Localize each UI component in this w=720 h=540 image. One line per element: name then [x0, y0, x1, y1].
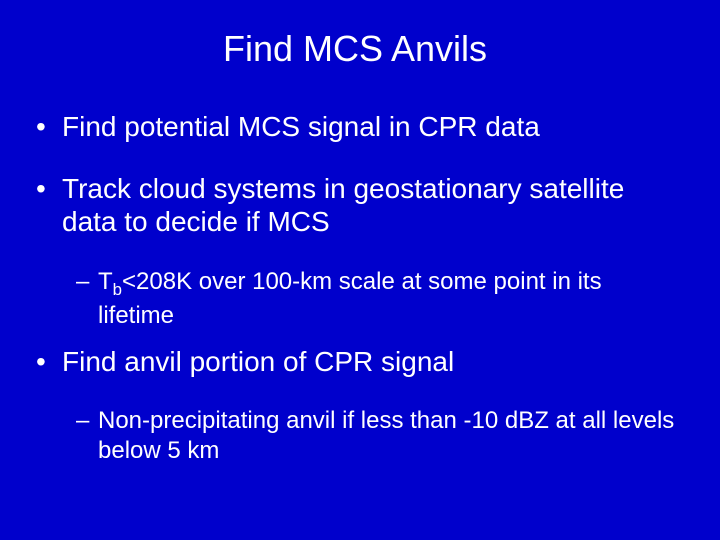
bullet-3-sub: Non-precipitating anvil if less than -10… — [30, 406, 680, 466]
bullet-2: Track cloud systems in geostationary sat… — [30, 172, 680, 239]
slide-title: Find MCS Anvils — [30, 28, 680, 70]
bullet-2-sub: Tb<208K over 100-km scale at some point … — [30, 267, 680, 331]
bullet-list: Find potential MCS signal in CPR data Tr… — [30, 110, 680, 466]
bullet-1: Find potential MCS signal in CPR data — [30, 110, 680, 144]
sub-text-pre: T — [98, 268, 113, 295]
subscript-b: b — [113, 280, 122, 299]
bullet-3: Find anvil portion of CPR signal — [30, 345, 680, 379]
sub-text-post: <208K over 100-km scale at some point in… — [98, 268, 602, 329]
